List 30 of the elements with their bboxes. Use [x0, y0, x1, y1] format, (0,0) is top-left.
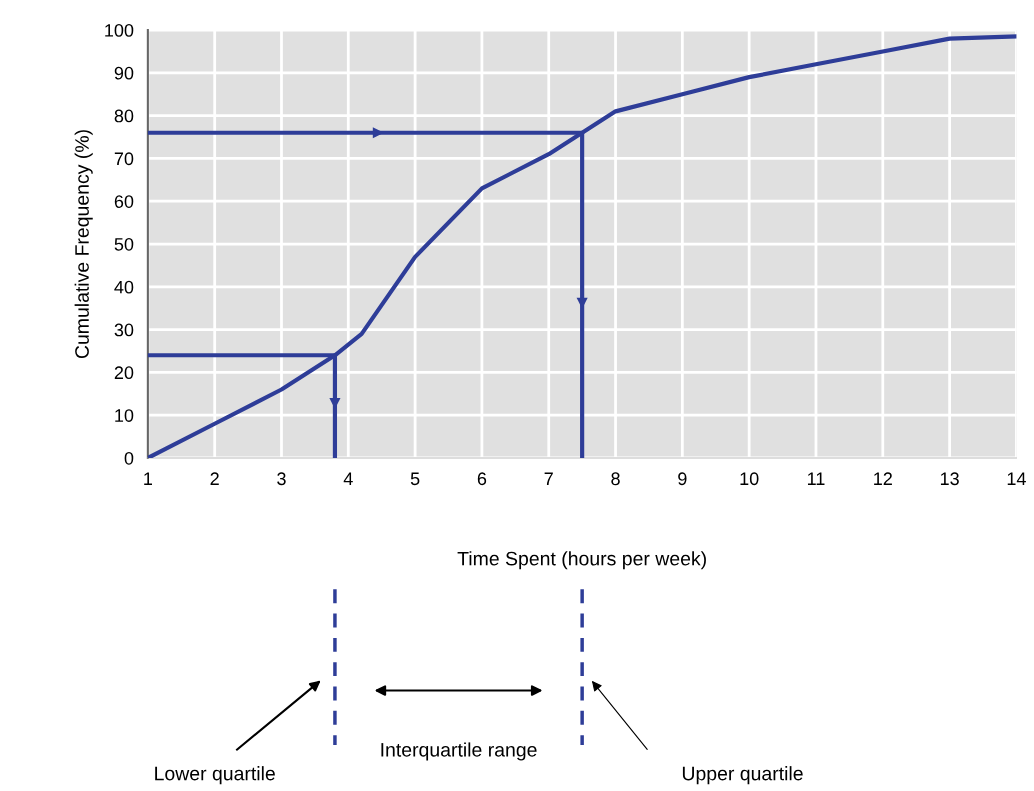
- x-tick-label: 3: [277, 472, 286, 486]
- x-tick-label: 2: [210, 472, 219, 485]
- y-tick-label: 50: [114, 237, 134, 251]
- y-tick-label: 10: [115, 409, 134, 422]
- y-tick-label: 60: [114, 195, 134, 208]
- y-tick-label: 100: [105, 23, 134, 37]
- x-tick-label: 4: [343, 472, 353, 485]
- y-tick-label: 30: [114, 323, 134, 337]
- x-tick-label: 13: [940, 472, 959, 486]
- y-tick-label: 90: [114, 66, 134, 80]
- y-tick-label: 80: [114, 109, 134, 123]
- text: Upper quartile: [682, 766, 803, 785]
- y-tick-label: 70: [114, 152, 134, 166]
- x-tick-label: 7: [544, 472, 553, 485]
- y-tick-label: 40: [114, 280, 134, 294]
- x-tick-label: 1: [144, 472, 152, 485]
- x-tick-label: 14: [1007, 472, 1026, 485]
- y-tick-label: 20: [114, 366, 134, 380]
- x-axis-title: Time Spent (hours per week): [457, 551, 706, 570]
- y-tick-label: 0: [124, 451, 134, 465]
- text: Interquartile range: [381, 742, 537, 761]
- x-tick-label: 10: [740, 472, 759, 486]
- x-tick-label: 12: [874, 472, 892, 485]
- x-tick-label: 6: [477, 472, 487, 486]
- x-tick-label: 9: [678, 472, 687, 486]
- x-tick-label: 5: [410, 472, 420, 486]
- x-tick-label: 11: [807, 472, 825, 485]
- x-tick-label: 8: [611, 472, 620, 486]
- y-axis-title: Cumulative Frequency (%): [74, 130, 93, 359]
- text: Lower quartile: [155, 766, 275, 785]
